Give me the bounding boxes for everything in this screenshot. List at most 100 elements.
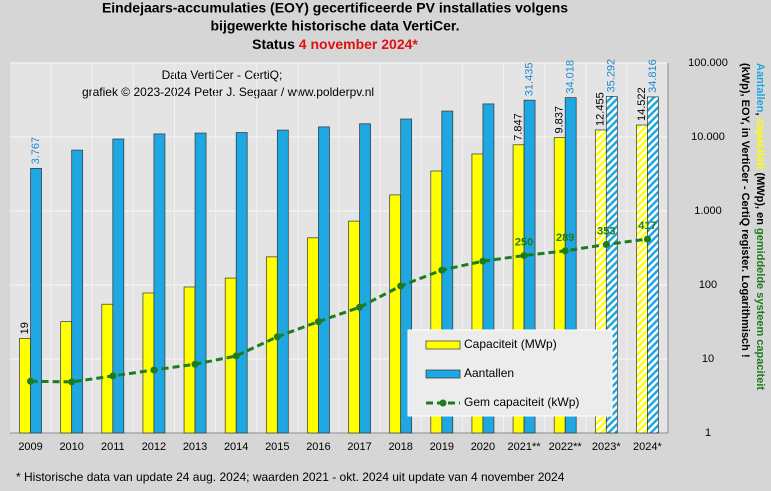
line-marker <box>479 257 487 265</box>
x-tick-label: 2016 <box>306 441 330 453</box>
chart-title: Eindejaars-accumulaties (EOY) gecertific… <box>102 0 568 16</box>
y-axis-label-part: gemiddelde systeem capaciteit <box>754 228 766 390</box>
bar <box>564 97 577 434</box>
value-label: 12.455 <box>595 92 607 126</box>
line-marker <box>356 303 364 311</box>
legend-label: Capaciteit (MWp) <box>464 337 557 351</box>
chart-status: Status 4 november 2024* <box>252 36 418 52</box>
legend-swatch <box>425 369 461 379</box>
line-marker <box>397 282 405 290</box>
value-label: 31.435 <box>523 63 535 97</box>
bar <box>19 338 31 434</box>
x-tick-label: 2014 <box>224 441 248 453</box>
line-marker <box>273 333 281 341</box>
line-marker <box>643 235 651 243</box>
x-tick-label: 2024* <box>633 441 662 453</box>
value-label: 3.767 <box>30 137 42 165</box>
line-marker <box>520 252 528 260</box>
annotation: Data VertiCer - CertiQ; <box>162 68 283 82</box>
bar <box>348 220 360 434</box>
x-tick-label: 2018 <box>388 441 412 453</box>
value-label: 250 <box>515 236 533 248</box>
x-tick-label: 2012 <box>142 441 166 453</box>
line-marker <box>68 378 76 386</box>
annotation: grafiek © 2023-2024 Peter J. Segaar / ww… <box>82 85 374 99</box>
line-marker <box>109 372 117 380</box>
bar <box>235 132 248 434</box>
x-tick-label: 2015 <box>265 441 289 453</box>
y-axis-label: Aantallen, capaciteit (MWp), en gemiddel… <box>754 63 766 390</box>
bar <box>647 96 659 434</box>
x-tick-label: 2013 <box>183 441 207 453</box>
value-label: 34.816 <box>647 59 659 93</box>
bar <box>71 149 84 434</box>
line-marker <box>150 366 158 374</box>
line <box>30 237 648 384</box>
bar <box>153 133 166 434</box>
x-tick-label: 2023* <box>592 441 621 453</box>
y-axis-label-part: (MWp), en <box>754 169 766 228</box>
bar <box>265 256 278 434</box>
y-tick-label: 100.000 <box>688 57 728 69</box>
y-axis-label-part: capaciteit <box>754 119 766 170</box>
y-tick-label: 1 <box>705 427 711 439</box>
bar <box>636 124 648 434</box>
value-label: 289 <box>556 232 574 244</box>
legend-swatch <box>425 340 461 350</box>
legend-label: Aantallen <box>464 366 514 380</box>
bar <box>112 138 125 434</box>
y-tick-label: 10.000 <box>691 131 725 143</box>
chart-title: bijgewerkte historische data VertiCer. <box>211 18 460 34</box>
value-label: 14.522 <box>636 87 648 121</box>
line-marker <box>602 240 610 248</box>
y-axis-label-part: , <box>754 113 766 119</box>
y-axis-label: (kWp), EOY, in VertiCer - CertiQ registe… <box>739 63 751 358</box>
line-marker <box>314 318 322 326</box>
line-marker <box>27 377 35 385</box>
value-label: 353 <box>597 225 615 237</box>
bar <box>30 168 42 434</box>
legend-label: Gem capaciteit (kWp) <box>464 395 579 409</box>
line-marker <box>232 352 240 360</box>
x-tick-label: 2021** <box>508 441 542 453</box>
bar <box>318 126 330 434</box>
bar <box>389 194 402 434</box>
bar <box>307 237 319 434</box>
x-tick-label: 2019 <box>430 441 454 453</box>
line-marker <box>561 247 569 255</box>
x-tick-label: 2011 <box>101 441 125 453</box>
line-marker <box>191 360 199 368</box>
x-tick-label: 2009 <box>18 441 42 453</box>
y-tick-label: 10 <box>702 353 714 365</box>
bar <box>60 321 73 434</box>
bar <box>142 292 155 434</box>
bar <box>183 286 196 434</box>
legend-swatch <box>439 399 447 407</box>
value-label: 417 <box>638 220 656 232</box>
y-tick-label: 100 <box>699 279 717 291</box>
bar <box>400 118 413 434</box>
y-axis-label-part: (kWp), EOY, in VertiCer - CertiQ registe… <box>739 63 751 358</box>
bar <box>482 103 495 434</box>
value-label: 9.837 <box>554 106 566 134</box>
status-date: 4 november 2024* <box>299 36 419 52</box>
value-label: 7.847 <box>512 113 524 141</box>
bar <box>276 129 289 434</box>
x-tick-label: 2020 <box>471 441 495 453</box>
x-tick-label: 2017 <box>347 441 371 453</box>
bar <box>359 123 371 434</box>
line-marker <box>438 266 446 274</box>
bar <box>101 303 114 434</box>
x-tick-label: 2022** <box>549 441 583 453</box>
bar <box>194 132 207 434</box>
y-tick-label: 1.000 <box>694 205 722 217</box>
bar <box>605 96 618 434</box>
value-label: 19 <box>19 322 31 334</box>
y-axis-label-part: Aantallen <box>754 63 766 113</box>
value-label: 34.018 <box>565 60 577 94</box>
status-prefix: Status <box>252 36 295 52</box>
x-tick-label: 2010 <box>59 441 83 453</box>
bar <box>523 99 536 434</box>
footnote: * Historische data van update 24 aug. 20… <box>16 470 565 484</box>
